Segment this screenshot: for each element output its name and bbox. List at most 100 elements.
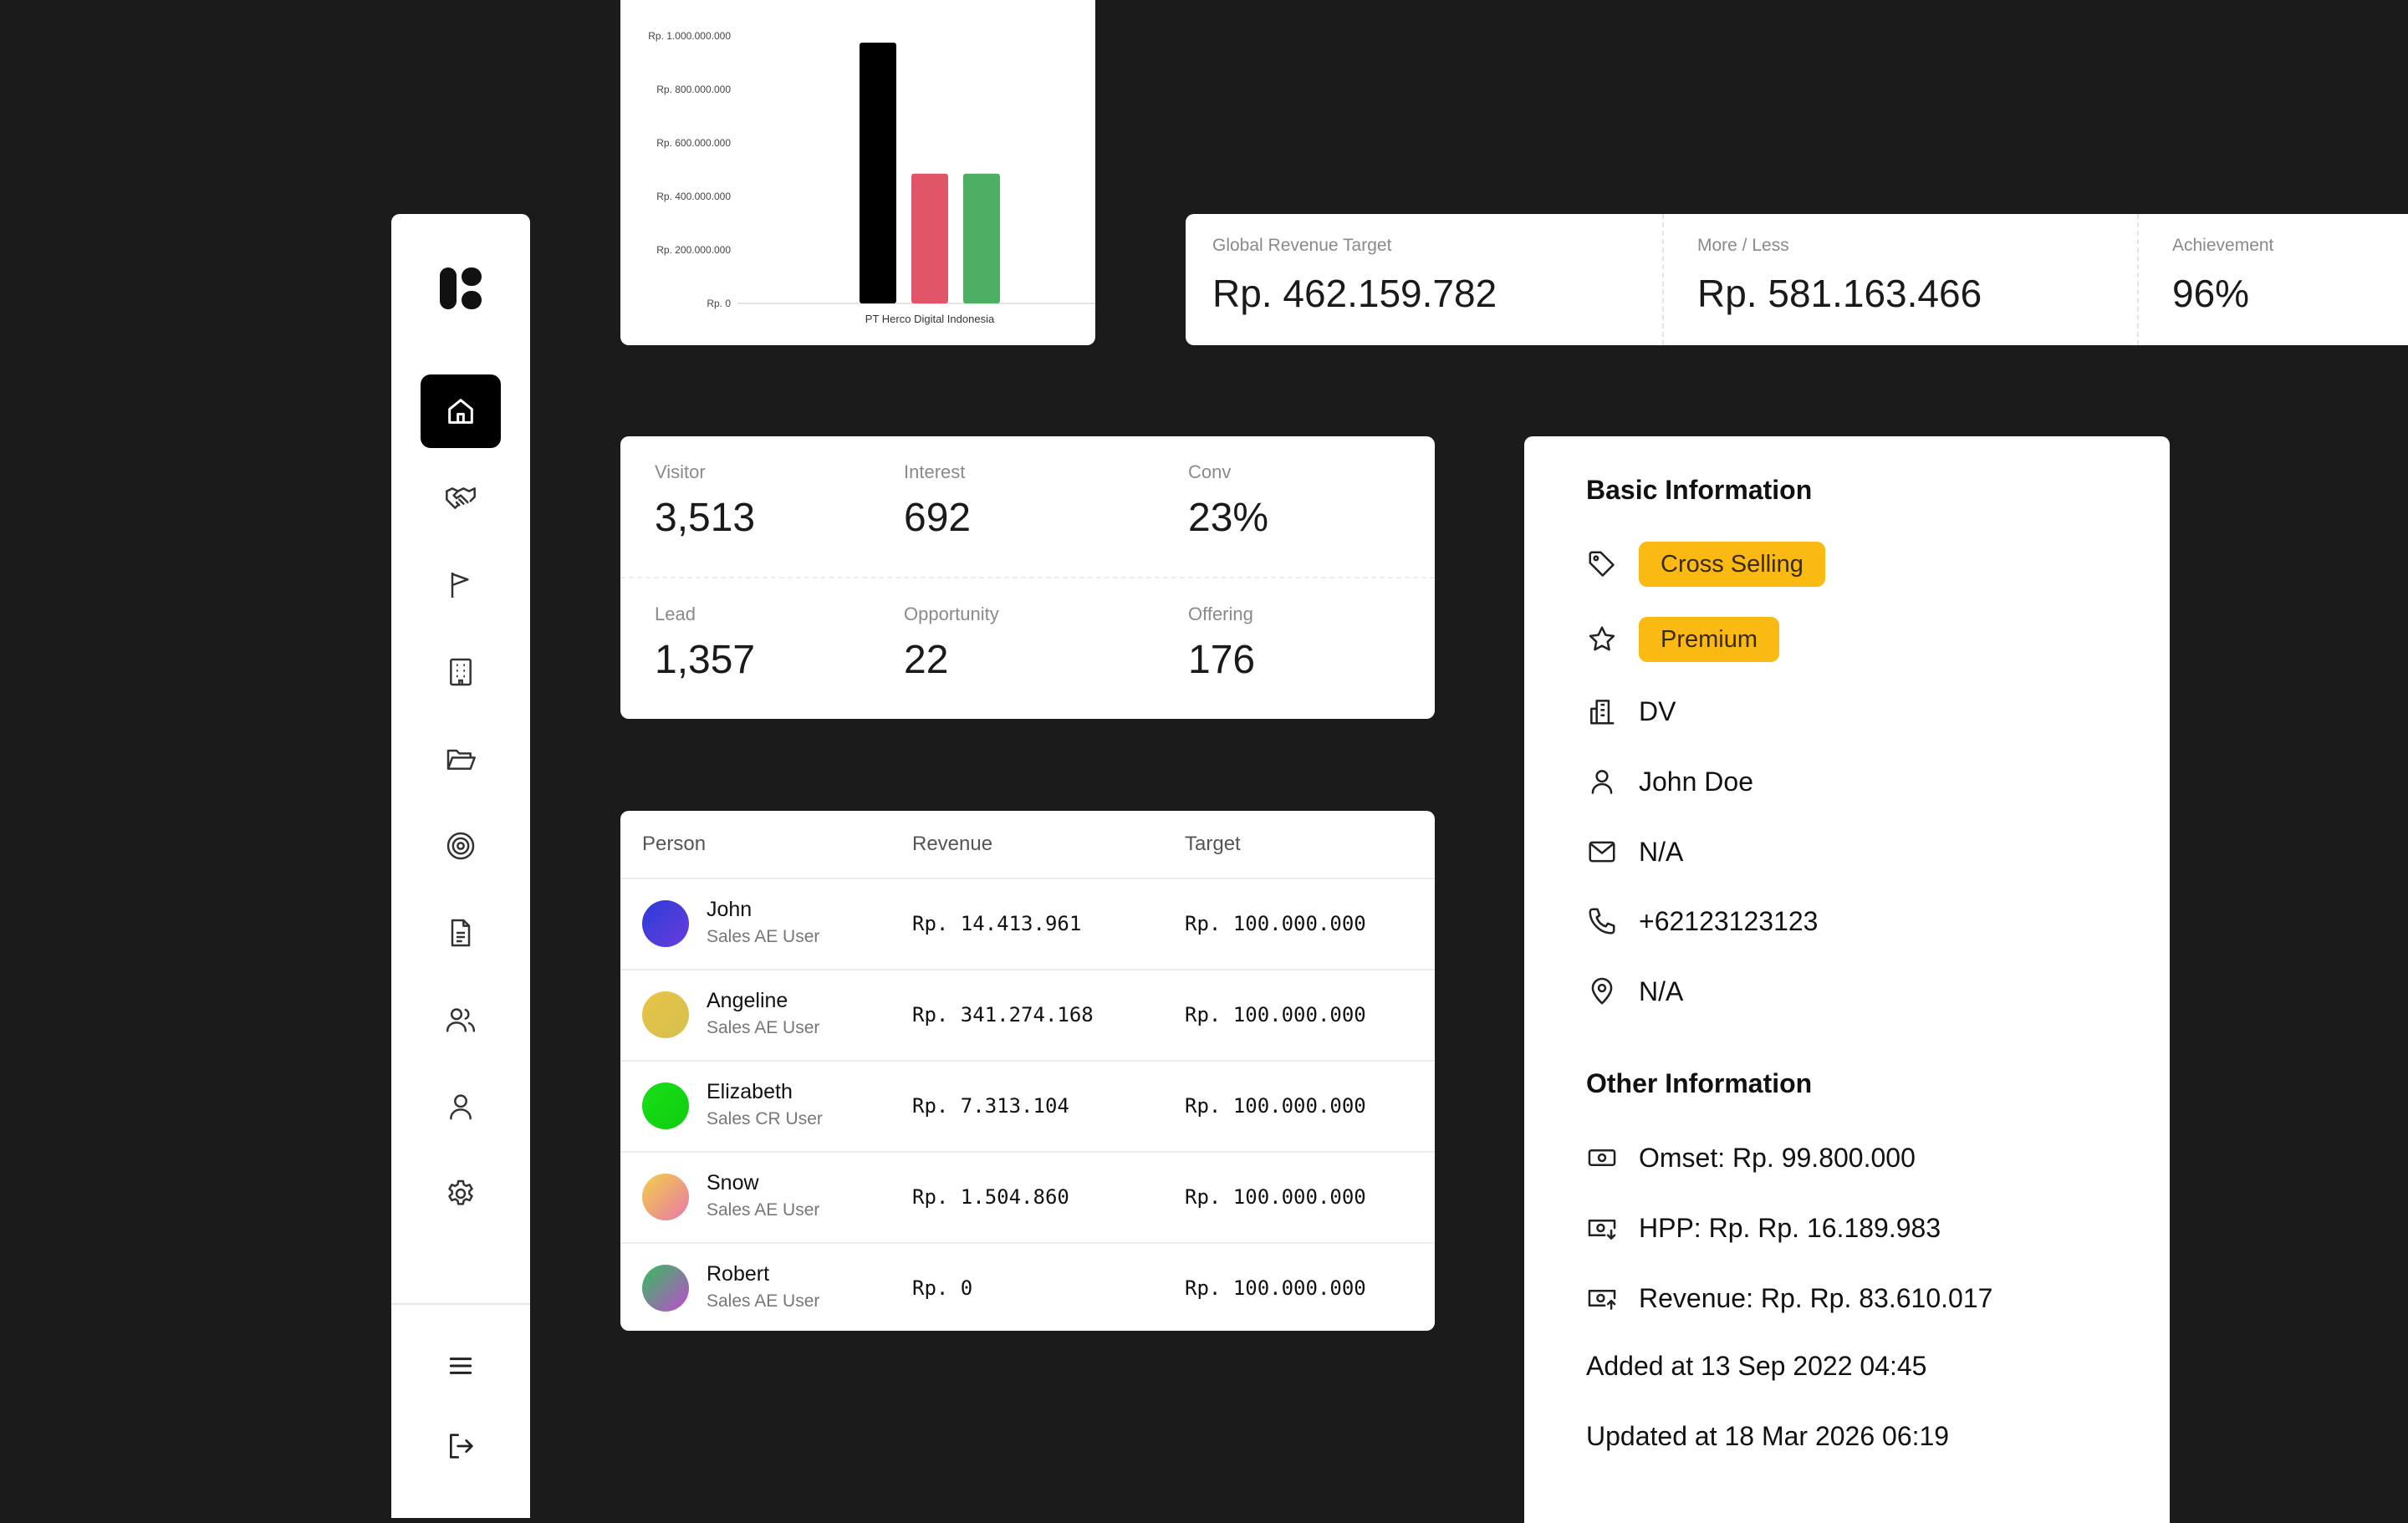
person-name: Snow <box>707 1171 759 1194</box>
revenue-cell: Rp. 14.413.961 <box>912 912 1082 935</box>
phone-icon <box>1589 908 1615 935</box>
target-cell: Rp. 100.000.000 <box>1185 912 1366 935</box>
nav-target[interactable] <box>421 809 501 883</box>
person-role: Sales AE User <box>707 1018 820 1037</box>
basic-info-title: Basic Information <box>1586 475 1813 505</box>
stat-interest: Interest 692 <box>904 461 971 541</box>
other-info-title: Other Information <box>1586 1068 1813 1098</box>
users-icon <box>446 1008 476 1032</box>
nav-profile[interactable] <box>421 1070 501 1144</box>
star-icon <box>1589 626 1615 651</box>
avatar <box>642 991 689 1038</box>
home-icon <box>448 399 473 424</box>
funnel-stats: Visitor 3,513 Interest 692 Conv 23% Lead… <box>620 436 1435 719</box>
menu-button[interactable] <box>421 1329 501 1403</box>
stat-label: Lead <box>655 604 696 624</box>
nav-settings[interactable] <box>421 1157 501 1230</box>
sales-table: Person Revenue Target John Sales AE User… <box>620 811 1435 1331</box>
revenue-chart: Rp. 0 Rp. 200.000.000 Rp. 400.000.000 Rp. 6… <box>620 0 1095 345</box>
info-panel: Basic Information Cross Selling Premium … <box>1524 436 2170 1523</box>
logout-button[interactable] <box>421 1409 501 1483</box>
building-icon <box>1590 700 1615 725</box>
info-omset-row: Omset: Rp. 99.800.000 <box>1586 1135 1916 1180</box>
nav-users[interactable] <box>421 983 501 1057</box>
table-header: Person Revenue Target <box>620 811 1435 879</box>
nav-company[interactable] <box>421 635 501 709</box>
stat-value: 3,513 <box>655 496 756 540</box>
user-icon <box>450 1094 472 1120</box>
location-text: N/A <box>1639 975 1684 1006</box>
target-cell: Rp. 100.000.000 <box>1185 1094 1366 1118</box>
cross-selling-badge: Cross Selling <box>1639 542 1825 587</box>
email-text: N/A <box>1639 836 1684 867</box>
y-tick-label: Rp. 600.000.000 <box>656 137 731 149</box>
info-hpp-row: HPP: Rp. Rp. 16.189.983 <box>1586 1205 1941 1250</box>
updated-at-text: Updated at 18 Mar 2026 06:19 <box>1586 1421 1950 1451</box>
person-name: John <box>707 898 752 921</box>
nav-campaign[interactable] <box>421 548 501 622</box>
bar-series-1[interactable] <box>860 43 896 303</box>
revenue-cell: Rp. 341.274.168 <box>912 1003 1094 1026</box>
bar-series-2[interactable] <box>911 173 948 303</box>
stat-label: Conv <box>1188 461 1232 482</box>
column-header-person[interactable]: Person <box>642 833 707 855</box>
y-tick-label: Rp. 200.000.000 <box>656 244 731 256</box>
nav-document[interactable] <box>421 896 501 970</box>
target-cell: Rp. 100.000.000 <box>1185 1003 1366 1026</box>
stat-label: Interest <box>904 461 966 482</box>
person-text: John Doe <box>1639 766 1753 797</box>
location-pin-icon <box>1591 977 1613 1005</box>
stat-value: 692 <box>904 496 972 540</box>
info-revenue-row: Revenue: Rp. Rp. 83.610.017 <box>1586 1276 1992 1321</box>
sidebar <box>391 214 530 1518</box>
column-header-revenue[interactable]: Revenue <box>912 833 993 855</box>
kpi-value: 96% <box>2172 272 2250 315</box>
column-header-target[interactable]: Target <box>1185 833 1241 855</box>
phone-text: +62123123123 <box>1639 905 1819 936</box>
y-tick-label: Rp. 0 <box>707 298 731 309</box>
y-tick-label: Rp. 400.000.000 <box>656 191 731 202</box>
kpi-label: More / Less <box>1697 236 1789 255</box>
cash-in-icon <box>1588 1290 1616 1310</box>
revenue-cell: Rp. 7.313.104 <box>912 1094 1069 1118</box>
table-row[interactable]: Elizabeth Sales CR User Rp. 7.313.104 Rp… <box>620 1061 1435 1153</box>
revenue-cell: Rp. 0 <box>912 1276 973 1300</box>
user-icon <box>1591 770 1613 794</box>
table-row[interactable]: Robert Sales AE User Rp. 0 Rp. 100.000.0… <box>620 1243 1435 1331</box>
logout-icon <box>450 1434 473 1459</box>
person-name: Robert <box>707 1262 770 1286</box>
stat-lead: Lead 1,357 <box>655 604 755 683</box>
stat-conv: Conv 23% <box>1188 461 1268 541</box>
person-role: Sales CR User <box>707 1109 823 1128</box>
building-icon <box>450 658 472 686</box>
table-row[interactable]: Snow Sales AE User Rp. 1.504.860 Rp. 100… <box>620 1152 1435 1244</box>
bar-series-3[interactable] <box>963 173 1000 303</box>
folder-icon <box>446 749 476 770</box>
tag-icon <box>1589 551 1615 577</box>
stat-label: Opportunity <box>904 604 999 624</box>
person-name: Angeline <box>707 989 788 1012</box>
sidebar-divider <box>391 1303 530 1305</box>
info-tier-row: Premium <box>1586 617 1780 662</box>
handshake-icon <box>446 487 476 509</box>
revenue-text: Revenue: Rp. Rp. 83.610.017 <box>1639 1282 1993 1313</box>
kpi-value: Rp. 462.159.782 <box>1212 272 1497 315</box>
info-division-row: DV <box>1586 689 1676 734</box>
bar-chart-svg: Rp. 0 Rp. 200.000.000 Rp. 400.000.000 Rp. 6… <box>648 30 1095 325</box>
info-tag-row: Cross Selling <box>1586 542 1825 587</box>
table-row[interactable]: Angeline Sales AE User Rp. 341.274.168 R… <box>620 970 1435 1062</box>
avatar <box>642 1082 689 1129</box>
nav-folder[interactable] <box>421 722 501 796</box>
table-row[interactable]: John Sales AE User Rp. 14.413.961 Rp. 10… <box>620 879 1435 970</box>
stat-value: 23% <box>1188 496 1269 540</box>
premium-badge: Premium <box>1639 617 1780 662</box>
gear-icon <box>448 1179 473 1205</box>
nav-home[interactable] <box>421 374 501 448</box>
nav-deals[interactable] <box>421 461 501 535</box>
info-person-row: John Doe <box>1586 759 1753 804</box>
kpi-divider <box>1662 214 1664 345</box>
stat-value: 176 <box>1188 638 1256 682</box>
stat-offering: Offering 176 <box>1188 604 1255 683</box>
y-tick-label: Rp. 800.000.000 <box>656 84 731 95</box>
document-icon <box>451 919 471 947</box>
